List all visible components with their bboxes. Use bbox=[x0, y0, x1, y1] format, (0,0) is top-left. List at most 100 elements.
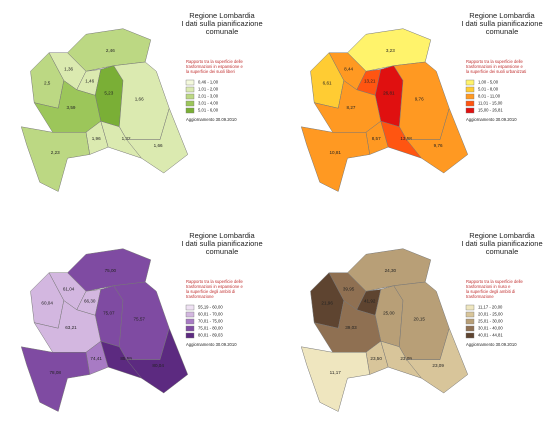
legend-label: 60,01 - 70,00 bbox=[198, 312, 223, 317]
legend-title: la superficie dei suoli urbanizzati bbox=[466, 69, 526, 74]
province-value: 1,36 bbox=[64, 67, 73, 72]
legend-title: trasformazioni in espansione e bbox=[186, 64, 243, 69]
province-value: 75,07 bbox=[103, 310, 115, 315]
map-panel: 2,46 1,36 1,46 2,5 5,23 1,66 3,59 1,96 1,32 1,66 2… bbox=[20, 11, 263, 192]
legend-swatch bbox=[465, 86, 475, 93]
legend-label: 11,01 - 15,00 bbox=[478, 101, 503, 106]
legend-swatch bbox=[465, 100, 475, 107]
legend-title: trasformazioni in espansione e bbox=[466, 64, 523, 69]
legend-title: la superficie degli ambiti di bbox=[466, 289, 515, 294]
province bbox=[406, 107, 469, 174]
legend-swatch bbox=[465, 318, 475, 325]
province bbox=[67, 248, 152, 292]
legend-swatch bbox=[185, 93, 195, 100]
province-value: 13,21 bbox=[364, 79, 376, 84]
province-value: 2,23 bbox=[51, 150, 60, 155]
province-value: 75,00 bbox=[105, 268, 117, 273]
legend-label: 2,01 - 3,00 bbox=[198, 94, 219, 99]
legend-swatch bbox=[185, 318, 195, 325]
province-value: 74,41 bbox=[90, 356, 102, 361]
legend-title: la superficie dei suoli liberi bbox=[186, 69, 235, 74]
legend-label: 25,01 - 30,00 bbox=[478, 319, 503, 324]
legend-swatch bbox=[185, 107, 195, 114]
map-panel: 75,00 61,04 66,30 60,04 75,07 75,57 63,21 74,41… bbox=[20, 231, 263, 412]
province-value: 1,66 bbox=[135, 96, 144, 101]
province-value: 10,81 bbox=[329, 150, 341, 155]
province-value: 3,59 bbox=[66, 105, 75, 110]
legend-title: Rapporto tra la superficie delle bbox=[466, 279, 523, 284]
map-title: comunale bbox=[486, 27, 519, 36]
map-title: Regione Lombardia bbox=[469, 231, 535, 240]
legend-label: 11,17 - 20,00 bbox=[478, 305, 503, 310]
legend-swatch bbox=[465, 107, 475, 114]
province bbox=[126, 327, 189, 394]
province-value: 75,57 bbox=[133, 316, 145, 321]
province bbox=[347, 248, 432, 292]
map-title: comunale bbox=[206, 247, 239, 256]
province-value: 9,76 bbox=[415, 96, 424, 101]
legend-swatch bbox=[185, 79, 195, 86]
province-value: 61,04 bbox=[63, 287, 75, 292]
legend-swatch bbox=[185, 325, 195, 332]
province-value: 25,00 bbox=[383, 310, 395, 315]
province-value: 26,81 bbox=[383, 90, 395, 95]
province-value: 8,27 bbox=[346, 105, 355, 110]
legend-swatch bbox=[185, 100, 195, 107]
legend-label: 15,00 - 26,81 bbox=[478, 108, 503, 113]
province-value: 60,04 bbox=[41, 300, 53, 305]
province-value: 5,23 bbox=[104, 90, 113, 95]
map-title: Regione Lombardia bbox=[189, 11, 255, 20]
legend-swatch bbox=[465, 311, 475, 318]
province-value: 11,17 bbox=[330, 370, 342, 375]
province-value: 39,03 bbox=[345, 325, 357, 330]
legend-title: la superficie degli ambiti di bbox=[186, 289, 235, 294]
legend-title: trasformazioni in espansione e bbox=[186, 284, 243, 289]
legend-label: 55,19 - 60,00 bbox=[198, 305, 223, 310]
province-value: 21,96 bbox=[321, 300, 333, 305]
province-value: 1,32 bbox=[122, 136, 131, 141]
province-value: 85,59 bbox=[120, 356, 132, 361]
update-note: Aggiornamento 30.09.2010 bbox=[186, 342, 237, 347]
map-panel: 3,23 8,44 13,21 6,61 26,81 9,76 8,27 8,57 13,58 9… bbox=[300, 11, 543, 192]
province-value: 13,58 bbox=[400, 136, 412, 141]
map-title: I dati sulla pianificazione bbox=[181, 239, 262, 248]
map-title: Regione Lombardia bbox=[189, 231, 255, 240]
legend-label: 20,01 - 25,00 bbox=[478, 312, 503, 317]
update-note: Aggiornamento 30.09.2010 bbox=[186, 117, 237, 122]
map-title: I dati sulla pianificazione bbox=[181, 19, 262, 28]
legend-swatch bbox=[465, 332, 475, 339]
legend-swatch bbox=[465, 93, 475, 100]
province-value: 24,30 bbox=[385, 268, 397, 273]
province bbox=[126, 107, 189, 174]
province-value: 1,66 bbox=[154, 143, 163, 148]
legend-label: 1,01 - 2,00 bbox=[198, 87, 219, 92]
province-value: 39,95 bbox=[343, 287, 355, 292]
update-note: Aggiornamento 30.09.2010 bbox=[466, 342, 517, 347]
legend-label: 40,01 - 44,81 bbox=[478, 333, 503, 338]
province-value: 23,09 bbox=[432, 363, 444, 368]
province-value: 20,15 bbox=[413, 316, 425, 321]
province-value: 78,08 bbox=[49, 370, 61, 375]
province bbox=[20, 346, 90, 412]
province bbox=[347, 28, 432, 72]
province-value: 66,30 bbox=[84, 299, 96, 304]
legend-label: 30,01 - 40,00 bbox=[478, 326, 503, 331]
map-title: I dati sulla pianificazione bbox=[461, 239, 542, 248]
province bbox=[67, 28, 152, 72]
province-value: 1,46 bbox=[85, 79, 94, 84]
legend-swatch bbox=[465, 79, 475, 86]
legend-label: 1,00 - 5,00 bbox=[478, 80, 499, 85]
province-value: 2,5 bbox=[44, 80, 51, 85]
province-value: 63,21 bbox=[65, 325, 77, 330]
legend-swatch bbox=[465, 325, 475, 332]
province-value: 80,04 bbox=[152, 363, 164, 368]
legend-swatch bbox=[185, 86, 195, 93]
map-title: Regione Lombardia bbox=[469, 11, 535, 20]
legend-label: 5,01 - 6,00 bbox=[198, 108, 219, 113]
map-title: comunale bbox=[486, 247, 519, 256]
province bbox=[300, 126, 370, 192]
map-title: comunale bbox=[206, 27, 239, 36]
legend-title: Rapporto tra la superficie delle bbox=[186, 59, 243, 64]
legend-label: 0,46 - 1,00 bbox=[198, 80, 219, 85]
